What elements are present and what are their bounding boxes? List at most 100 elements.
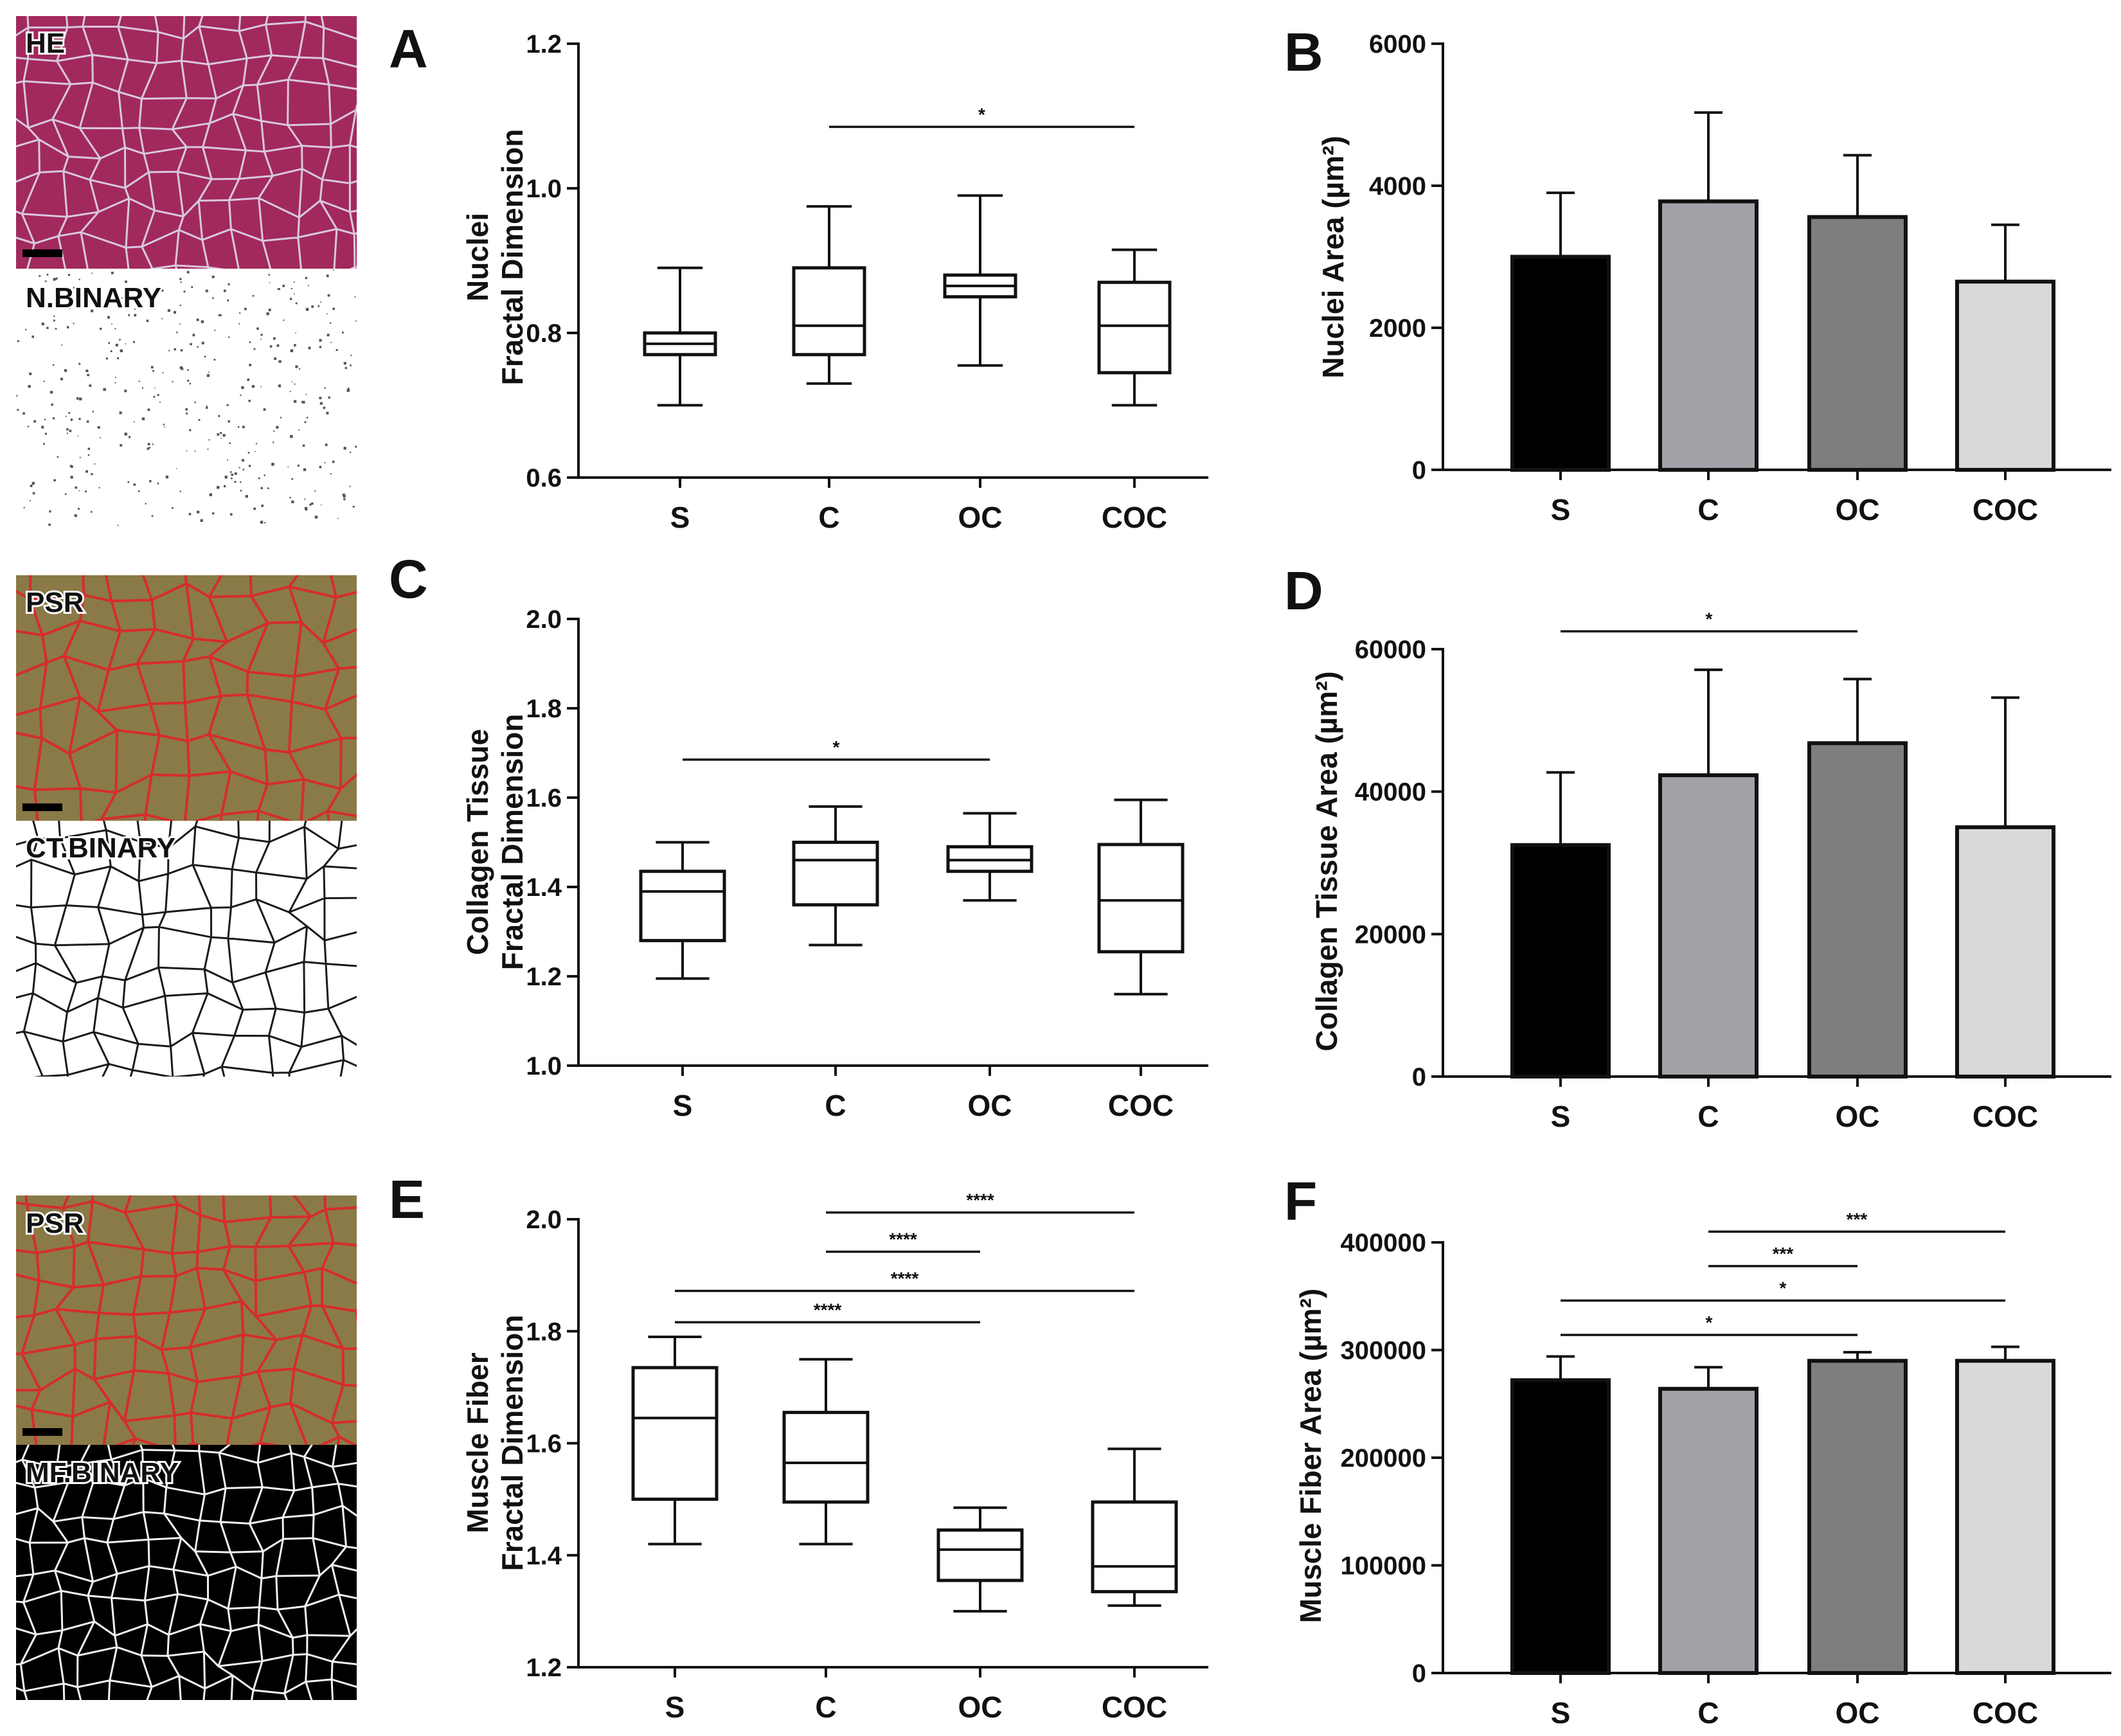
panel-f-y-tick-label: 0 [1412,1660,1426,1688]
panel-c-y-tick-label: 1.0 [526,1052,562,1080]
mf-binary-label: MF.BINARY [26,1457,179,1489]
panel-b-bar-coc [1955,223,2055,472]
panel-d-bar [1807,741,1908,1079]
panel-a-y-tick-label: 1.0 [526,175,562,203]
panel-d-bar [1658,773,1759,1079]
panel-d-significance-label: * [1706,609,1713,629]
panel-e-box-s [631,1335,719,1546]
panel-e-y-tick-label: 2.0 [526,1206,562,1234]
panel-e-x-tick-label: COC [1102,1690,1167,1724]
panel-a-x-tick-label: COC [1102,501,1167,534]
panel-b-y-tick-label: 0 [1412,456,1426,485]
micrograph-psr-1: PSR [16,575,357,821]
panel-b-bar [1807,215,1908,472]
mf-binary-path [16,1445,357,1700]
panel-b-y-tick-label: 6000 [1369,30,1426,58]
panel-e-box-iqr [936,1528,1024,1582]
panel-d-y-tick-label: 0 [1412,1063,1426,1091]
panel-b-x-tick-label: OC [1836,493,1880,526]
panel-c-y-tick-label: 1.8 [526,695,562,723]
panel-e-y-axis-label: Muscle FiberFractal Dimension [461,1315,529,1571]
panel-f-bar-oc [1807,1350,1908,1675]
panel-c-x-tick-label: COC [1108,1089,1174,1122]
panel-a-y-tick-label: 1.2 [526,30,562,58]
panel-c-box-coc [1097,798,1185,996]
panel-b-x-tick-label: C [1697,493,1719,526]
n-binary-background [16,269,357,526]
micrograph-mf-binary: MF.BINARY [16,1445,357,1700]
micrograph-n-binary: N.BINARY [16,269,357,526]
panel-a-x-tick-label: OC [958,501,1003,534]
panel-c-box-iqr [1097,843,1185,954]
panel-e-box-oc [936,1506,1024,1613]
panel-c-box-oc [946,812,1034,902]
panel-d-bar-c [1658,668,1759,1079]
panel-b-x-tick-label: S [1551,493,1571,526]
panel-c-y-tick-label: 1.4 [526,873,562,902]
panel-f-x-tick-label: OC [1836,1696,1880,1730]
panel-c-box-iqr [792,841,879,907]
panel-f-bar [1807,1359,1908,1675]
panel-d-x-tick-label: S [1551,1100,1571,1133]
panel-a-x-tick-label: C [818,501,839,534]
panel-c-significance-label: * [833,737,840,757]
panel-e-x-tick-label: S [665,1690,685,1724]
psr1-scale-bar [22,803,62,811]
panel-d-bar-s [1510,771,1611,1078]
panel-f-bar-coc [1955,1345,2055,1675]
he-fiber-boundaries [16,16,357,269]
panel-c-y-axis-label-line: Collagen Tissue [461,729,494,955]
psr2-scale-bar [22,1428,62,1436]
panel-d-bar [1955,825,2055,1079]
panel-a-y-tick-label: 0.6 [526,464,562,492]
psr1-collagen-network [16,575,357,821]
panel-letter-b: B [1284,22,1323,82]
panel-d-bar [1510,843,1611,1078]
micrograph-psr-2: PSR [16,1195,357,1445]
panel-f-significance-label: * [1706,1312,1713,1332]
panel-b-x-tick-label: COC [1973,493,2038,526]
panel-c-y-axis-label: Collagen TissueFractal Dimension [461,714,529,971]
psr1-label: PSR [26,587,84,618]
panel-f-y-tick-label: 200000 [1341,1444,1426,1472]
panel-b-bar-s [1510,192,1611,472]
ct-binary-path [16,821,357,1077]
panel-letter-c: C [389,549,428,609]
ct-binary-network [16,821,357,1077]
panel-letter-a: A [389,19,428,79]
panel-e-y-tick-label: 1.6 [526,1430,562,1458]
panel-a-box-iqr [792,266,866,357]
he-scale-bar [22,249,62,257]
he-background [16,16,357,269]
panel-d-y-axis-label: Collagen Tissue Area (µm²) [1310,671,1343,1051]
panel-d-x-tick-label: C [1697,1100,1719,1133]
panel-a-box-c [792,205,866,385]
panel-e-box-iqr [631,1366,719,1501]
panel-b-y-tick-label: 4000 [1369,172,1426,201]
panel-c-box-s [639,841,726,980]
panel-c-box-iqr [639,870,726,942]
panel-e-box-c [782,1357,870,1546]
psr2-collagen-path [16,1195,357,1445]
ct-binary-background [16,821,357,1077]
panel-c-y-axis-label-line: Fractal Dimension [496,714,529,971]
panel-d-bar-coc [1955,696,2055,1079]
panel-f-x-tick-label: S [1551,1696,1571,1730]
panel-f-bar-s [1510,1355,1611,1675]
panel-letter-e: E [389,1169,425,1230]
panel-f-y-axis-label: Muscle Fiber Area (µm²) [1294,1289,1327,1624]
panel-d-x-tick-label: OC [1836,1100,1880,1133]
panel-e-x-tick-label: C [815,1690,836,1724]
panel-a-y-axis-label-line: Nuclei [461,213,494,301]
panel-e-significance-label: **** [966,1190,994,1210]
panel-e-y-axis-label-line: Fractal Dimension [496,1315,529,1571]
panel-a-y-axis-label-line: Fractal Dimension [496,129,529,386]
panel-e-box-iqr [782,1411,870,1504]
panel-d-x-tick-label: COC [1973,1100,2038,1133]
panel-c-y-tick-label: 1.2 [526,963,562,991]
